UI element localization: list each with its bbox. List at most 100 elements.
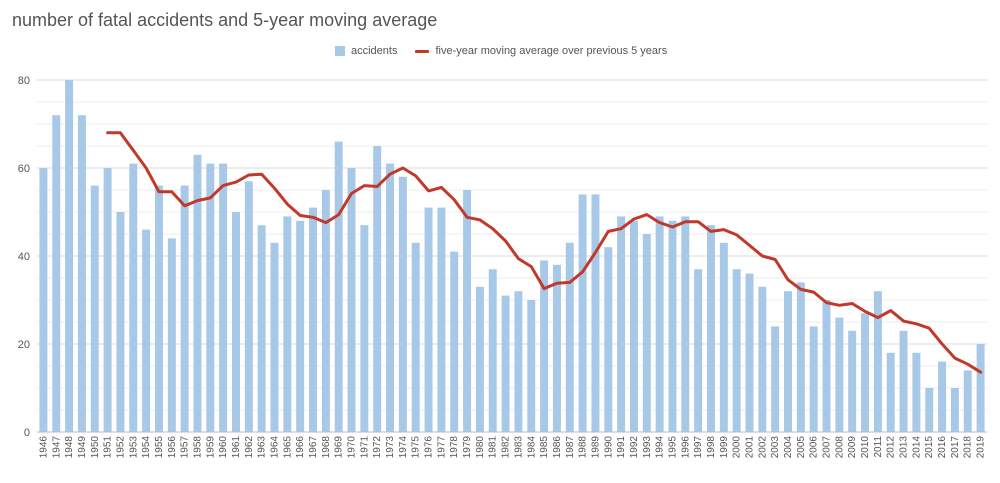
x-tick-label: 1999: [719, 436, 730, 459]
legend-item-accidents[interactable]: accidents: [335, 45, 397, 57]
bar: [39, 168, 48, 432]
x-tick-label: 2018: [963, 436, 974, 459]
x-tick-label: 1970: [347, 436, 358, 459]
bar: [219, 163, 228, 432]
x-tick-label: 1972: [372, 436, 383, 459]
x-tick-label: 2010: [860, 436, 871, 459]
bar: [514, 291, 523, 432]
chart-title: number of fatal accidents and 5-year mov…: [12, 10, 438, 30]
x-tick-label: 2019: [976, 436, 987, 459]
x-tick-label: 2002: [757, 436, 768, 459]
x-tick-label: 1989: [590, 436, 601, 459]
x-tick-label: 1957: [180, 436, 191, 459]
bar: [655, 216, 664, 432]
x-tick-label: 1974: [398, 436, 409, 459]
x-tick-label: 1969: [334, 436, 345, 459]
bar: [386, 163, 395, 432]
bar: [796, 282, 805, 432]
bar: [244, 181, 253, 432]
bar: [925, 388, 934, 432]
legend: accidents five-year moving average over …: [335, 45, 685, 57]
bar: [154, 185, 163, 432]
bar: [103, 168, 112, 432]
y-tick-label: 60: [18, 163, 30, 175]
x-tick-label: 2012: [886, 436, 897, 459]
x-tick-label: 1964: [270, 436, 281, 459]
bar: [77, 115, 86, 432]
bar: [501, 295, 510, 432]
legend-item-moving-average[interactable]: five-year moving average over previous 5…: [415, 45, 667, 57]
x-tick-label: 1980: [475, 436, 486, 459]
x-tick-label: 2009: [847, 436, 858, 459]
legend-swatch-bar: [335, 46, 345, 56]
x-tick-label: 1994: [655, 436, 666, 459]
bar: [668, 220, 677, 432]
x-tick-label: 1976: [424, 436, 435, 459]
x-tick-label: 1954: [141, 436, 152, 459]
x-tick-label: 1977: [436, 436, 447, 459]
x-tick-label: 1962: [244, 436, 255, 459]
x-tick-label: 1990: [603, 436, 614, 459]
x-tick-label: 2001: [745, 436, 756, 459]
x-tick-label: 1984: [526, 436, 537, 459]
bar: [809, 326, 818, 432]
bar: [591, 194, 600, 432]
x-tick-label: 1985: [539, 436, 550, 459]
bar: [617, 216, 626, 432]
bar: [886, 352, 895, 432]
bar: [475, 286, 484, 432]
bar: [976, 344, 985, 432]
bar: [398, 176, 407, 432]
bar: [578, 194, 587, 432]
bar: [629, 220, 638, 432]
bar: [873, 291, 882, 432]
bar: [373, 146, 382, 432]
y-tick-label: 0: [24, 427, 30, 439]
bar: [745, 273, 754, 432]
bar: [732, 269, 741, 432]
x-tick-label: 2006: [809, 436, 820, 459]
bar: [848, 330, 857, 432]
bar: [861, 313, 870, 432]
x-tick-label: 1983: [513, 436, 524, 459]
x-tick-label: 1998: [706, 436, 717, 459]
bar: [950, 388, 959, 432]
x-tick-label: 1981: [488, 436, 499, 459]
x-tick-label: 1986: [552, 436, 563, 459]
x-tick-label: 1965: [282, 436, 293, 459]
x-tick-label: 2007: [822, 436, 833, 459]
bar: [257, 225, 266, 432]
legend-label-moving-average: five-year moving average over previous 5…: [435, 45, 668, 57]
bar: [309, 207, 317, 432]
bar: [206, 163, 215, 432]
bar: [270, 242, 279, 432]
x-tick-label: 2005: [796, 436, 807, 459]
bar: [694, 269, 703, 432]
bar: [938, 361, 947, 432]
bar: [540, 260, 549, 432]
x-tick-label: 1978: [449, 436, 460, 459]
x-tick-label: 1946: [38, 436, 49, 459]
bar: [963, 370, 972, 432]
x-tick-label: 1951: [103, 436, 114, 459]
x-tick-label: 2013: [899, 436, 910, 459]
x-tick-label: 2014: [911, 436, 922, 459]
bar: [142, 229, 151, 432]
y-tick-label: 20: [18, 339, 30, 351]
bar: [835, 317, 844, 432]
bar: [758, 286, 767, 432]
x-tick-label: 1975: [411, 436, 422, 459]
bar: [65, 80, 74, 432]
bar: [347, 168, 356, 432]
x-tick-label: 1995: [667, 436, 678, 459]
bar: [527, 300, 536, 432]
bar: [681, 216, 690, 432]
bar: [411, 242, 420, 432]
bar: [129, 163, 138, 432]
x-tick-label: 2008: [834, 436, 845, 459]
x-tick-label: 1967: [308, 436, 319, 459]
bar: [771, 326, 780, 432]
x-tick-label: 1968: [321, 436, 332, 459]
bar: [52, 115, 61, 432]
